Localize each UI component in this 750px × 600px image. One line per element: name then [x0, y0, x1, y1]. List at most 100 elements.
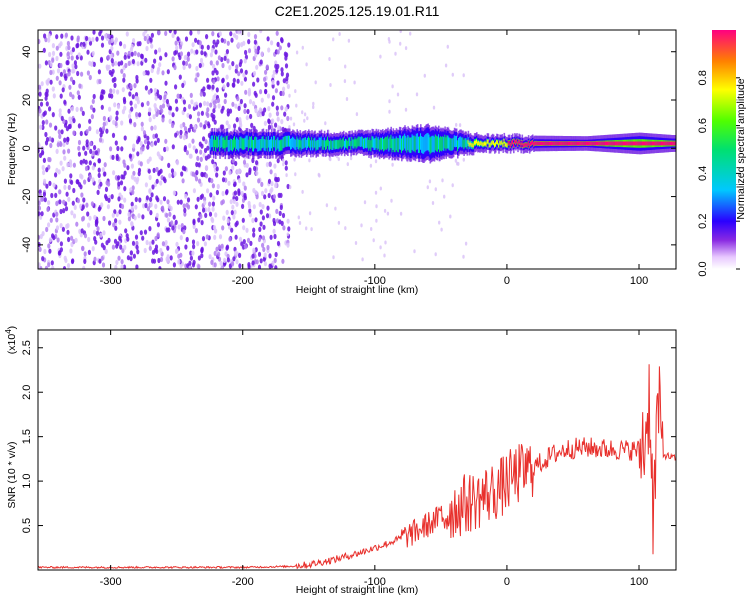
heatmap-cell [92, 61, 96, 67]
heatmap-cell [335, 139, 338, 149]
heatmap-cell [209, 52, 213, 58]
heatmap-cell [79, 130, 83, 137]
heatmap-cell [63, 99, 67, 105]
heatmap-cell [398, 135, 401, 150]
heatmap-cell [183, 166, 187, 172]
heatmap-cell [255, 136, 257, 148]
heatmap-cell [203, 100, 207, 106]
heatmap-cell [212, 139, 215, 151]
heatmap-cell [206, 107, 210, 113]
heatmap-cell [322, 140, 325, 150]
heatmap-cell [40, 196, 44, 202]
heatmap-cell [367, 137, 369, 148]
heatmap-cell [248, 99, 253, 105]
heatmap-cell [153, 247, 158, 253]
heatmap-cell [194, 176, 199, 182]
heatmap-cell [235, 117, 239, 123]
x-tick-label: -200 [232, 576, 254, 588]
heatmap-cell [166, 254, 170, 260]
heatmap-cell [288, 125, 291, 130]
heatmap-cell [629, 141, 631, 146]
heatmap-cell [230, 227, 234, 233]
heatmap-cell [42, 157, 47, 163]
heatmap-cell [497, 140, 499, 145]
heatmap-cell [230, 210, 234, 216]
heatmap-cell [542, 141, 545, 146]
heatmap-cell [134, 234, 139, 240]
heatmap-cell [202, 152, 206, 158]
heatmap-cell [306, 116, 309, 121]
heatmap-cell [221, 135, 223, 148]
heatmap-cell [151, 239, 155, 245]
heatmap-cell [83, 251, 87, 257]
heatmap-cell [117, 175, 121, 181]
heatmap-cell [212, 114, 216, 120]
heatmap-cell [619, 141, 622, 146]
heatmap-cell [288, 93, 291, 98]
y-tick-label: 2.0 [21, 385, 33, 400]
heatmap-cell [224, 166, 228, 172]
heatmap-cell [161, 205, 165, 211]
heatmap-cell [225, 245, 229, 251]
heatmap-cell [198, 62, 202, 69]
heatmap-cell [275, 30, 279, 36]
heatmap-cell [199, 57, 204, 64]
heatmap-cell [38, 91, 42, 97]
heatmap-cell [212, 100, 216, 106]
heatmap-cell [261, 111, 265, 117]
heatmap-cell [254, 137, 256, 149]
heatmap-cell [138, 197, 142, 203]
heatmap-cell [562, 141, 565, 146]
heatmap-cell [282, 86, 286, 92]
heatmap-cell [275, 218, 280, 224]
heatmap-cell [515, 140, 517, 145]
heatmap-cell [250, 122, 254, 128]
heatmap-cell [298, 139, 301, 151]
heatmap-cell [156, 222, 160, 228]
heatmap-cell [254, 48, 258, 54]
heatmap-cell [195, 161, 199, 168]
heatmap-cell [509, 143, 512, 148]
heatmap-cell [114, 60, 118, 66]
heatmap-cell [90, 114, 94, 120]
heatmap-cell [286, 232, 289, 237]
colorbar-label: Normalized spectral amplitude [735, 78, 747, 219]
heatmap-cell [244, 137, 247, 150]
heatmap-cell [389, 136, 391, 151]
heatmap-cell [281, 139, 284, 151]
heatmap-cell [551, 141, 553, 146]
heatmap-cell [259, 139, 261, 151]
heatmap-cell [302, 138, 305, 149]
heatmap-cell [166, 258, 170, 264]
heatmap-cell [441, 178, 444, 183]
heatmap-cell [175, 160, 180, 166]
heatmap-cell [670, 141, 673, 146]
heatmap-cell [196, 241, 200, 247]
heatmap-cell [337, 140, 340, 150]
heatmap-cell [370, 140, 372, 152]
heatmap-cell [289, 135, 291, 147]
heatmap-cell [666, 141, 668, 146]
heatmap-cell [435, 135, 438, 152]
heatmap-cell [130, 43, 134, 50]
heatmap-cell [116, 104, 121, 110]
heatmap-cell [229, 199, 233, 205]
heatmap-cell [187, 127, 191, 133]
heatmap-cell [360, 223, 363, 228]
heatmap-cell [276, 158, 280, 164]
heatmap-cell [145, 195, 149, 201]
heatmap-cell [502, 142, 504, 147]
heatmap-cell [174, 219, 178, 225]
heatmap-cell [220, 265, 224, 269]
heatmap-cell [62, 208, 66, 214]
heatmap-cell [217, 251, 221, 257]
heatmap-cell [102, 215, 106, 222]
heatmap-cell [444, 63, 448, 68]
heatmap-cell [130, 205, 134, 211]
heatmap-cell [386, 137, 388, 150]
heatmap-cell [215, 60, 219, 66]
heatmap-cell [148, 226, 152, 232]
heatmap-cell [328, 57, 331, 61]
heatmap-cell [257, 140, 259, 152]
heatmap-cell [52, 93, 56, 99]
